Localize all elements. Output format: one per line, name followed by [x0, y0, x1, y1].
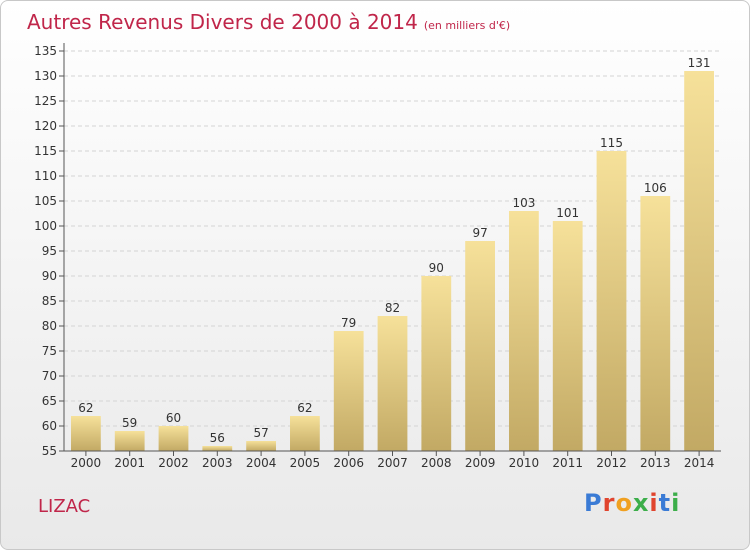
logo-letter: i: [671, 489, 681, 517]
logo-letter: o: [615, 489, 633, 517]
x-tick-label: 2008: [421, 456, 452, 470]
data-label: 57: [253, 426, 268, 440]
bar: [509, 211, 539, 451]
y-tick-label: 120: [34, 119, 57, 133]
logo-letter: i: [649, 489, 659, 517]
bar: [158, 426, 189, 451]
y-tick-label: 130: [34, 69, 57, 83]
data-label: 59: [122, 416, 137, 430]
y-tick-label: 55: [42, 444, 57, 458]
data-label: 60: [166, 411, 181, 425]
x-tick-label: 2000: [71, 456, 102, 470]
x-tick-label: 2014: [684, 456, 715, 470]
y-tick-label: 65: [42, 394, 57, 408]
y-tick-label: 80: [42, 319, 57, 333]
x-tick-label: 2007: [377, 456, 408, 470]
logo-letter: P: [584, 489, 603, 517]
data-label: 82: [385, 301, 400, 315]
bar: [246, 441, 276, 451]
y-tick-label: 135: [34, 44, 57, 58]
logo-letter: t: [658, 489, 672, 517]
bar: [552, 221, 583, 451]
data-label: 106: [644, 181, 667, 195]
bar: [640, 196, 671, 451]
x-tick-label: 2009: [465, 456, 496, 470]
y-tick-label: 85: [42, 294, 57, 308]
bar: [114, 431, 145, 451]
x-tick-label: 2012: [596, 456, 627, 470]
y-tick-label: 125: [34, 94, 57, 108]
data-label: 62: [297, 401, 312, 415]
x-tick-label: 2013: [640, 456, 671, 470]
y-tick-label: 110: [34, 169, 57, 183]
x-tick-label: 2010: [509, 456, 540, 470]
y-tick-label: 90: [42, 269, 57, 283]
data-label: 101: [556, 206, 579, 220]
bars: [71, 71, 714, 451]
axes: [59, 43, 721, 456]
data-label: 131: [688, 56, 711, 70]
logo-letter: x: [632, 489, 650, 517]
y-tick-label: 100: [34, 219, 57, 233]
y-tick-label: 70: [42, 369, 57, 383]
chart-title-text: Autres Revenus Divers de 2000 à 2014: [27, 10, 418, 34]
data-label: 79: [341, 316, 356, 330]
data-label: 103: [512, 196, 535, 210]
data-label: 56: [210, 431, 225, 445]
labels: 55 60 65 70 75 80 85 90 95 100 105 110 115 120 125 130 1…: [34, 44, 714, 470]
y-tick-label: 60: [42, 419, 57, 433]
proxiti-logo: Proxiti: [584, 489, 680, 517]
chart-title: Autres Revenus Divers de 2000 à 2014 (en …: [27, 10, 510, 34]
bar: [202, 446, 233, 451]
y-tick-label: 115: [34, 144, 57, 158]
x-tick-label: 2006: [333, 456, 364, 470]
y-tick-label: 75: [42, 344, 57, 358]
logo-letter: r: [602, 489, 616, 517]
bar: [465, 241, 495, 451]
bar: [684, 71, 714, 451]
data-label: 97: [472, 226, 487, 240]
chart-subtitle: (en milliers d'€): [423, 19, 511, 32]
bar: [290, 416, 320, 451]
bar: [377, 316, 408, 451]
place-name: LIZAC: [38, 496, 91, 517]
x-tick-label: 2005: [290, 456, 321, 470]
x-tick-label: 2002: [158, 456, 189, 470]
data-label: 115: [600, 136, 623, 150]
y-tick-label: 105: [34, 194, 57, 208]
x-tick-label: 2001: [114, 456, 145, 470]
x-tick-label: 2011: [552, 456, 583, 470]
x-tick-label: 2004: [246, 456, 277, 470]
data-label: 90: [429, 261, 444, 275]
x-tick-label: 2003: [202, 456, 233, 470]
y-tick-label: 95: [42, 244, 57, 258]
data-label: 62: [78, 401, 93, 415]
bar: [71, 416, 101, 451]
bar: [596, 151, 627, 451]
bar: [333, 331, 364, 451]
bar: [421, 276, 452, 451]
